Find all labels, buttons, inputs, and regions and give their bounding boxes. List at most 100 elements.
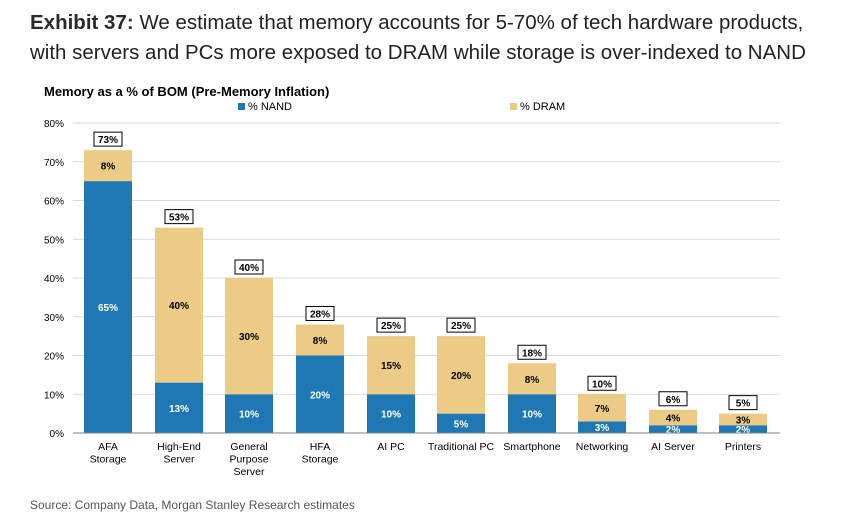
- x-tick-label: Smartphone: [503, 441, 560, 453]
- dram-value-label: 3%: [736, 416, 751, 427]
- total-box: [517, 344, 547, 360]
- x-tick-label: AI PC: [377, 441, 405, 453]
- bar-dram: [508, 363, 556, 395]
- nand-value-label: 10%: [381, 410, 401, 421]
- bars: [84, 150, 767, 433]
- bar-dram: [578, 394, 626, 422]
- total-box: [587, 375, 617, 391]
- legend: % NAND % DRAM: [238, 101, 565, 113]
- x-tick-label: General: [230, 441, 267, 453]
- source-note: Source: Company Data, Morgan Stanley Res…: [30, 498, 355, 512]
- nand-value-label: 13%: [169, 404, 189, 415]
- legend-label: % NAND: [248, 101, 292, 113]
- total-label: 25%: [381, 321, 401, 332]
- x-tick-label: Traditional PC: [428, 441, 495, 453]
- total-label: 73%: [98, 135, 118, 146]
- x-tick-label: High-End: [157, 441, 201, 453]
- x-tick-label: AI Server: [651, 441, 695, 453]
- x-tick-label: HFA: [310, 441, 330, 453]
- total-box: [376, 317, 406, 333]
- total-label: 40%: [239, 263, 259, 274]
- total-box: [728, 395, 758, 411]
- y-tick-label: 50%: [44, 235, 64, 246]
- x-tick-label: Purpose: [229, 454, 268, 466]
- chart-title: Memory as a % of BOM (Pre-Memory Inflati…: [44, 84, 330, 99]
- total-label: 5%: [736, 399, 751, 410]
- nand-value-label: 5%: [454, 419, 469, 430]
- total-label: 25%: [451, 321, 471, 332]
- y-tick-label: 60%: [44, 197, 64, 208]
- nand-value-label: 20%: [310, 390, 330, 401]
- nand-value-label: 65%: [98, 303, 118, 314]
- stacked-bar-chart: % NAND % DRAM 65% 8% 73% 13% 40% 53% 10% 30% 40% 2…: [44, 101, 780, 478]
- y-tick-label: 30%: [44, 313, 64, 324]
- bar-nand: [649, 425, 697, 433]
- total-label: 10%: [592, 379, 612, 390]
- nand-value-label: 2%: [736, 425, 751, 436]
- total-box: [93, 131, 123, 147]
- nand-value-label: 10%: [522, 410, 542, 421]
- dram-value-label: 40%: [169, 301, 189, 312]
- x-tick-label: Storage: [302, 454, 339, 466]
- x-tick-label: Server: [234, 466, 265, 478]
- y-tick-label: 0%: [50, 429, 65, 440]
- bar-nand: [508, 394, 556, 433]
- headline-text-1: We estimate that memory accounts for 5-7…: [139, 11, 804, 34]
- nand-value-label: 3%: [595, 423, 610, 434]
- x-tick-label: AFA: [98, 441, 118, 453]
- data-labels: 65% 8% 73% 13% 40% 53% 10% 30% 40% 20% 8% 28% 10% 15%…: [93, 131, 758, 436]
- bar-nand: [367, 394, 415, 433]
- y-tick-label: 40%: [44, 274, 64, 285]
- bar-nand: [155, 382, 203, 433]
- dram-value-label: 4%: [666, 414, 681, 425]
- gridlines: [73, 122, 780, 395]
- dram-value-label: 8%: [101, 162, 116, 173]
- legend-label: % DRAM: [520, 101, 565, 113]
- x-tick-label: Printers: [725, 441, 761, 453]
- dram-value-label: 15%: [381, 361, 401, 372]
- legend-swatch: [510, 103, 517, 110]
- bar-nand: [578, 421, 626, 433]
- y-tick-label: 10%: [44, 390, 64, 401]
- dram-value-label: 8%: [313, 336, 328, 347]
- bar-nand: [296, 355, 344, 433]
- total-box: [305, 306, 335, 321]
- total-label: 53%: [169, 213, 189, 224]
- bar-nand: [225, 394, 273, 433]
- total-box: [658, 391, 688, 407]
- bar-nand: [437, 413, 485, 433]
- y-tick-label: 20%: [44, 352, 64, 363]
- exhibit-label: Exhibit 37:: [30, 11, 134, 34]
- headline-line-1: Exhibit 37: We estimate that memory acco…: [30, 8, 830, 38]
- headline-line-2: with servers and PCs more exposed to DRA…: [30, 41, 806, 64]
- axes: 0%10%20%30%40%50%60%70%80%AFAStorageHigh…: [44, 119, 780, 478]
- total-box: [234, 259, 264, 275]
- bar-dram: [296, 324, 344, 356]
- legend-swatch: [238, 103, 245, 110]
- dram-value-label: 7%: [595, 404, 610, 415]
- bar-dram: [84, 150, 132, 182]
- total-box: [164, 209, 194, 225]
- bar-dram: [649, 409, 697, 426]
- bar-dram: [155, 227, 203, 383]
- nand-value-label: 2%: [666, 425, 681, 436]
- x-tick-label: Storage: [90, 454, 127, 466]
- exhibit-header: Exhibit 37: We estimate that memory acco…: [30, 8, 830, 68]
- dram-value-label: 20%: [451, 371, 471, 382]
- bar-dram: [367, 336, 415, 395]
- total-label: 18%: [522, 348, 542, 359]
- total-label: 28%: [310, 310, 330, 321]
- bar-dram: [719, 413, 767, 426]
- dram-value-label: 30%: [239, 332, 259, 343]
- total-box: [446, 317, 476, 333]
- total-label: 6%: [666, 395, 681, 406]
- bar-dram: [225, 278, 273, 395]
- bar-nand: [719, 425, 767, 433]
- dram-value-label: 8%: [525, 375, 540, 386]
- y-tick-label: 70%: [44, 158, 64, 169]
- bar-nand: [84, 181, 132, 433]
- x-tick-label: Networking: [576, 441, 629, 453]
- bar-dram: [437, 336, 485, 414]
- x-tick-label: Server: [164, 454, 195, 466]
- nand-value-label: 10%: [239, 410, 259, 421]
